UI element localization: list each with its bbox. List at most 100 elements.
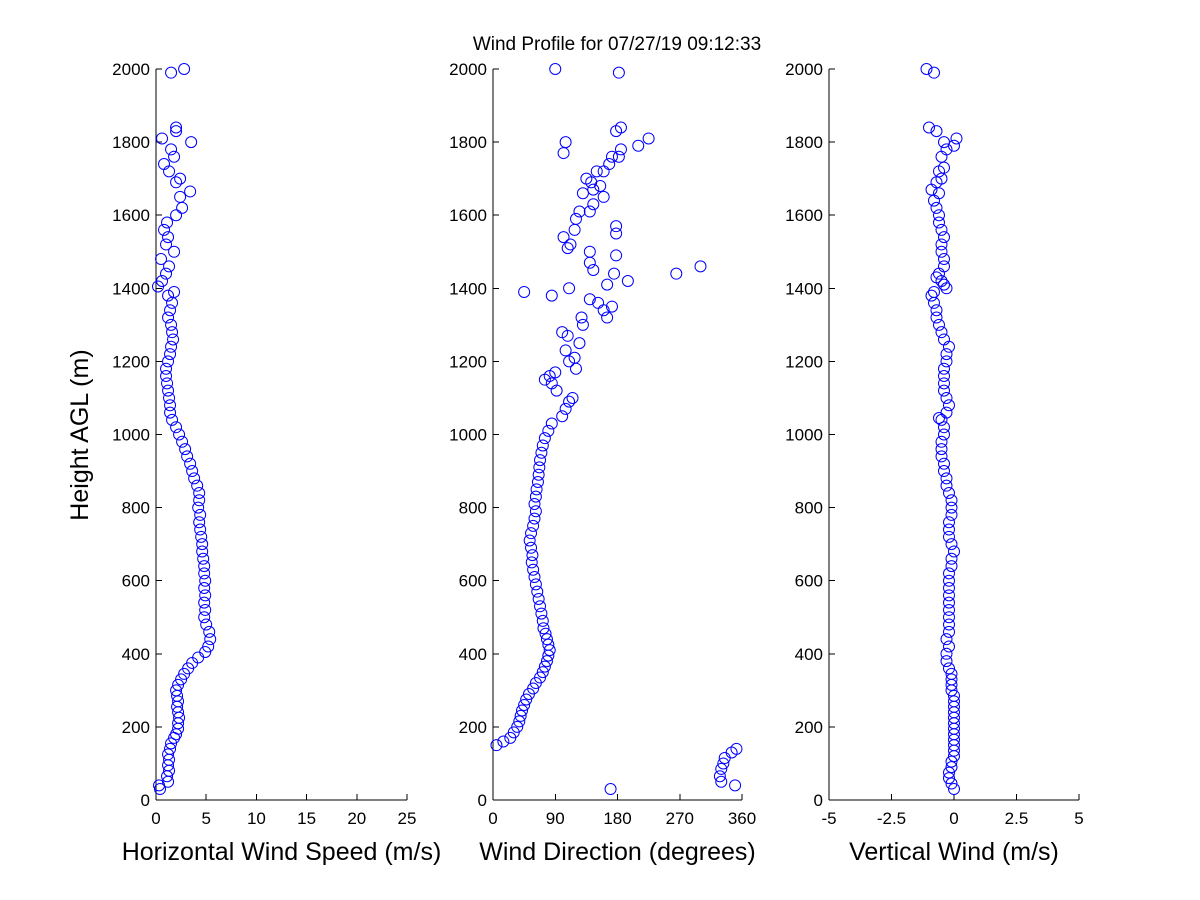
chart-title: Wind Profile for 07/27/19 09:12:33 [473,34,761,55]
data-point-speed [196,545,209,558]
data-point-vertical [943,618,955,631]
data-point-vertical [935,223,948,236]
data-point-vertical [938,421,950,434]
data-point-vertical [948,783,960,796]
data-point-speed [188,472,201,485]
data-point-direction [556,410,569,423]
data-point-speed [162,289,175,302]
data-point-vertical [933,216,945,229]
data-point-direction [580,172,593,185]
data-point-speed [162,311,175,324]
data-point-speed [181,450,194,463]
data-point-direction [533,461,546,474]
data-point-vertical [925,289,938,302]
data-point-direction [490,739,503,752]
data-point-speed [170,121,183,134]
data-point-direction [531,585,544,598]
y-tick-label: 1200 [449,352,487,371]
data-point-vertical [938,362,950,375]
data-point-vertical [940,647,953,660]
data-point-direction [532,592,545,605]
data-point-speed [165,340,178,353]
data-point-vertical [938,161,950,174]
data-point-vertical [948,689,960,702]
data-point-speed [198,611,211,624]
x-tick-label: 180 [603,809,631,828]
data-point-direction [529,490,542,503]
data-point-direction [570,212,582,225]
data-point-direction [566,391,579,404]
data-point-vertical [943,589,955,602]
data-point-speed [179,443,192,456]
data-point-direction [608,267,621,280]
data-point-vertical [945,538,958,551]
x-tick-label: 0 [949,809,958,828]
data-point-direction [536,614,549,627]
data-point-vertical [948,695,960,708]
data-point-vertical [935,435,948,448]
y-tick-label: 1200 [112,352,150,371]
data-point-direction [540,655,553,668]
data-point-direction [529,578,542,591]
data-point-speed [162,231,175,244]
data-point-vertical [943,766,955,779]
x-tick-label: 20 [347,809,366,828]
data-point-speed [202,640,215,653]
data-point-direction [528,497,541,510]
y-tick-label: 2000 [449,60,487,79]
data-point-vertical [943,516,955,529]
panel-vertical-wind: 0 200 400 600 800 1000 1200 1400 1600 1800 2000 -5 -… [785,60,1084,866]
y-tick-label: 1800 [449,133,487,152]
data-point-direction [715,762,728,775]
data-point-vertical [940,633,953,646]
data-point-direction [527,682,540,695]
y-tick-label: 400 [122,645,150,664]
x-tick-label: 2.5 [1005,809,1029,828]
data-point-direction [614,121,627,134]
data-point-vertical [938,260,950,273]
data-point-vertical [943,772,955,785]
data-point-speed [176,435,189,448]
data-point-direction [556,326,569,339]
data-point-direction [528,512,541,525]
data-point-vertical [935,172,948,185]
y-tick-label: 1400 [449,279,487,298]
data-point-vertical [935,238,948,251]
x-tick-label: 360 [728,809,756,828]
data-point-direction [575,311,588,324]
y-tick-label: 200 [122,718,150,737]
data-point-vertical [933,209,945,222]
data-point-speed [193,516,206,529]
x-tick-label: 270 [666,809,694,828]
data-point-vertical [930,311,943,324]
data-point-vertical [945,560,958,573]
data-point-speed [161,377,174,390]
data-point-speed [197,552,210,565]
data-point-direction [597,165,610,178]
data-point-vertical [930,304,943,317]
data-point-direction [534,454,547,467]
data-point-vertical [938,278,950,291]
data-point-vertical [938,333,950,346]
data-point-direction [561,242,574,255]
data-point-direction [529,505,542,518]
data-point-direction [535,446,548,459]
data-point-speed [163,260,176,273]
data-point-vertical [930,201,943,214]
data-point-direction [516,704,529,717]
data-point-speed [155,253,168,266]
data-point-speed [170,421,183,434]
data-point-direction [715,775,728,788]
y-tick-label: 1800 [112,133,150,152]
data-point-vertical [933,187,945,200]
data-point-direction [621,274,634,287]
data-point-direction [532,468,545,481]
data-point-vertical [938,136,950,149]
data-point-speed [191,479,204,492]
data-point-direction [612,150,625,163]
data-point-direction [583,205,596,218]
y-tick-label: 1400 [785,279,823,298]
data-point-speed [198,560,211,573]
y-tick-label: 1600 [112,206,150,225]
data-point-direction [539,627,552,640]
